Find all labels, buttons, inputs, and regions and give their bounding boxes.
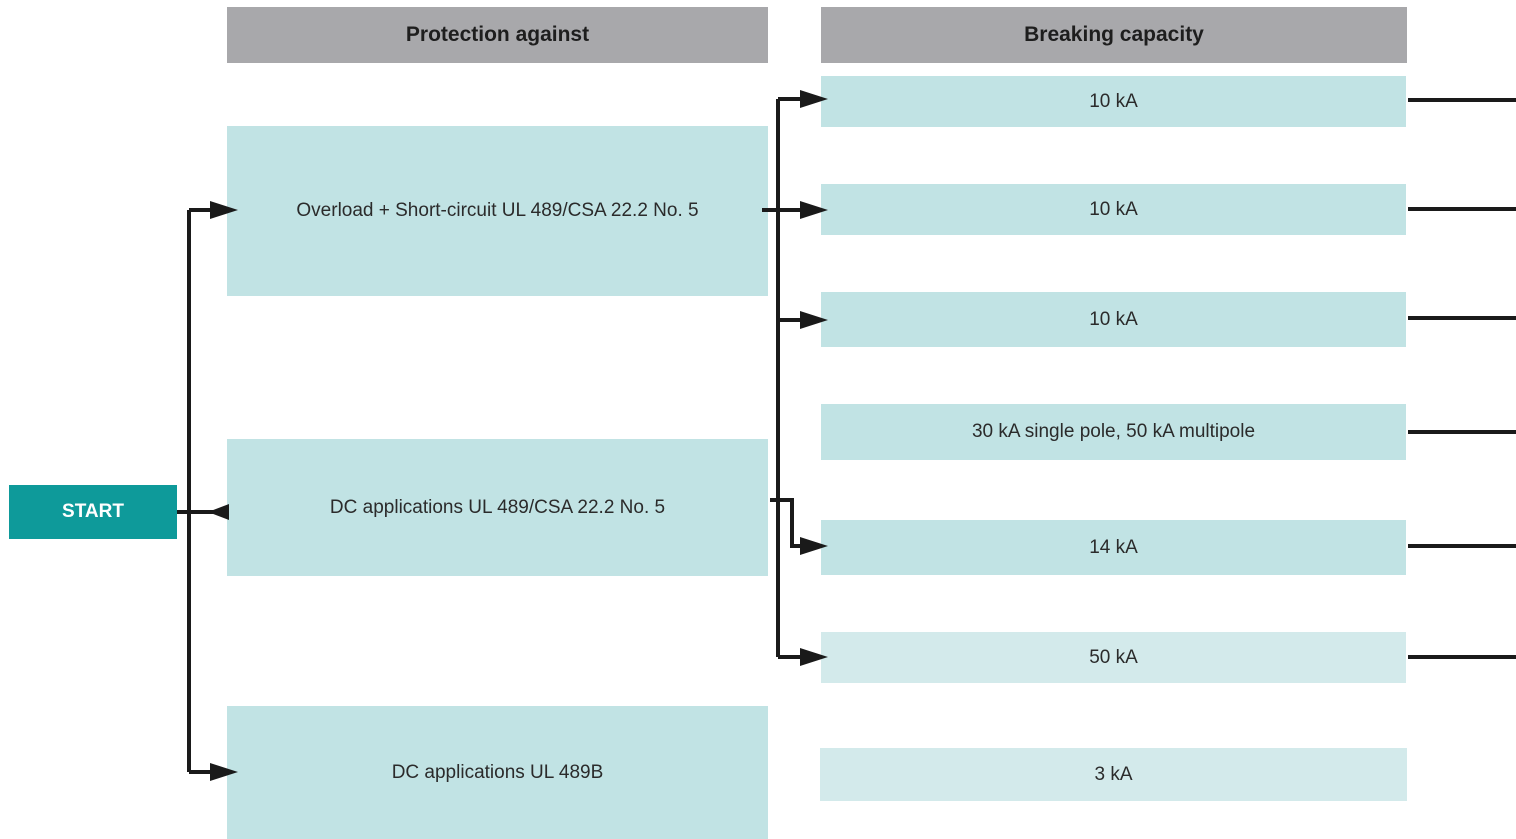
breaking-box-1: 10 kA [821, 76, 1406, 127]
breaking-box-2: 10 kA [821, 184, 1406, 235]
breaking-capacity-header: Breaking capacity [821, 7, 1407, 63]
protection-box-dc-ul489: DC applications UL 489/CSA 22.2 No. 5 [227, 439, 768, 576]
breaking-box-7: 3 kA [820, 748, 1407, 801]
breaking-box-3: 10 kA [821, 292, 1406, 347]
arrowhead-dc-ul489 [208, 504, 229, 520]
protection-box-dc-ul489b: DC applications UL 489B [227, 706, 768, 839]
breaking-box-6: 50 kA [821, 632, 1406, 683]
breaking-box-5: 14 kA [821, 520, 1406, 575]
protection-header: Protection against [227, 7, 768, 63]
start-node: START [9, 485, 177, 539]
arrow-to-breaking-5 [770, 498, 812, 548]
protection-box-overload: Overload + Short-circuit UL 489/CSA 22.2… [227, 126, 768, 296]
breaking-box-4: 30 kA single pole, 50 kA multipole [821, 404, 1406, 460]
